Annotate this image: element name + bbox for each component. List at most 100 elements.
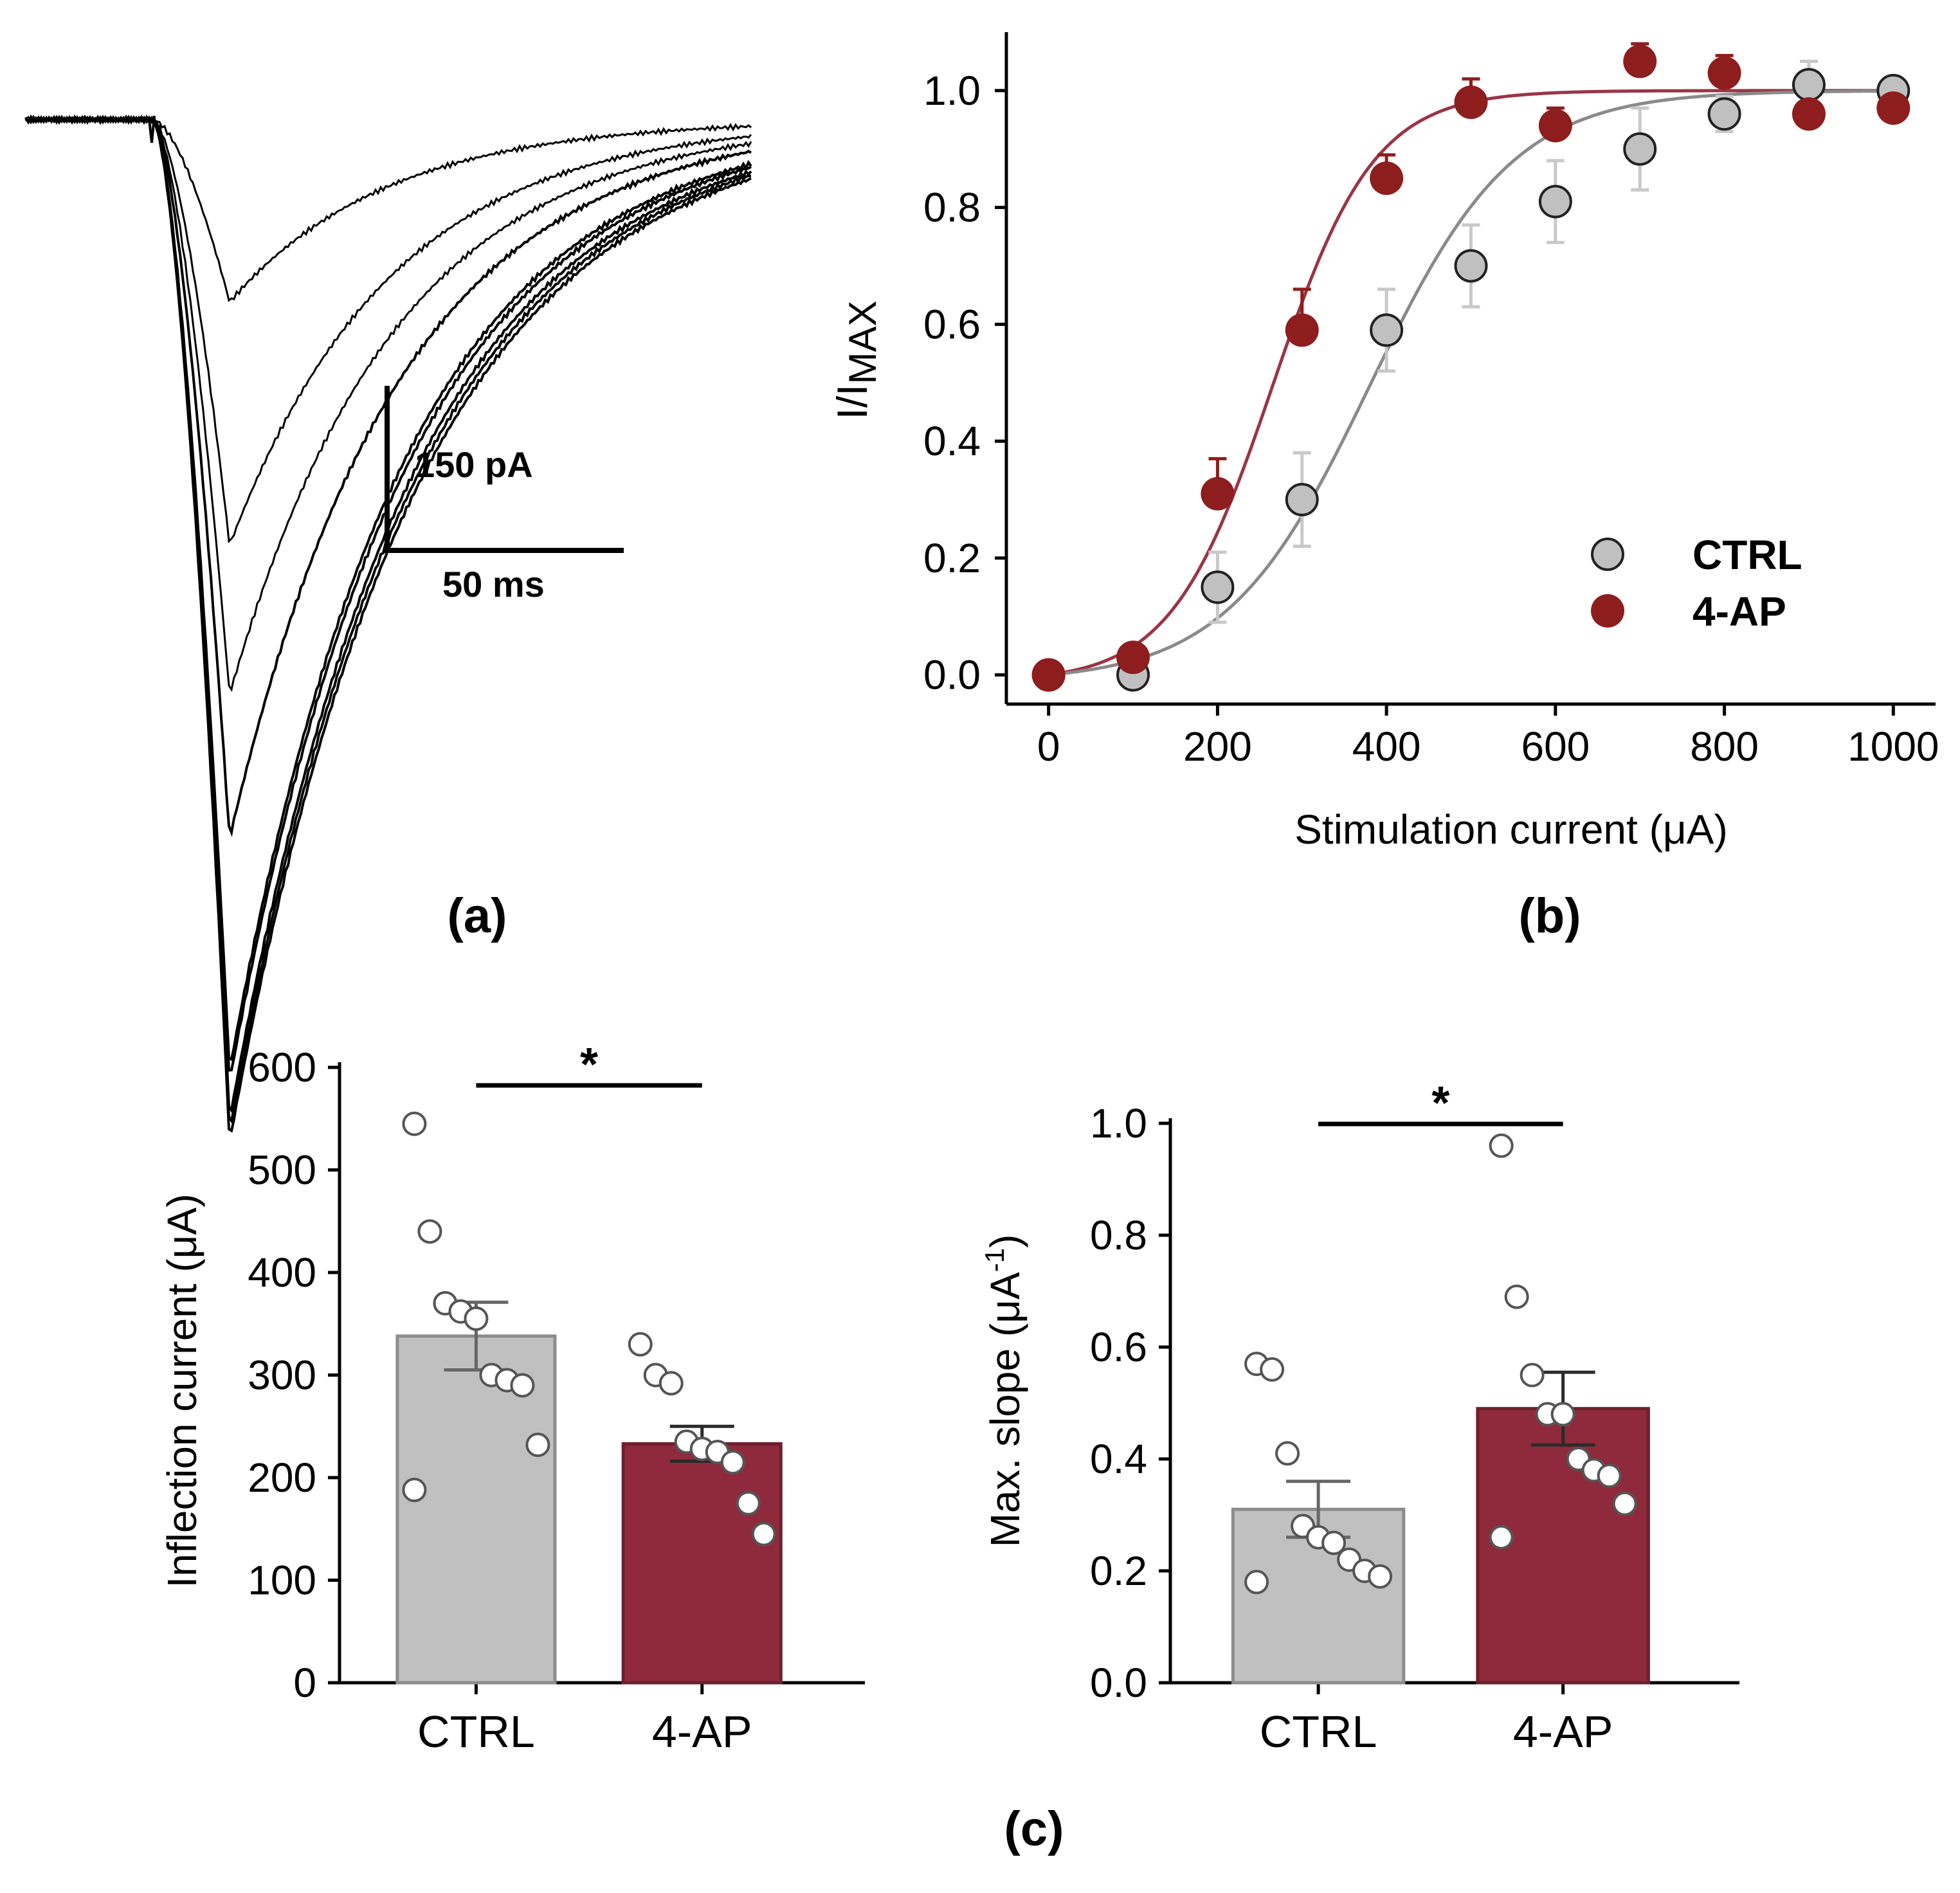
panel-a-traces: 150 pA 50 ms (a) — [24, 114, 752, 1133]
panel-label-b: (b) — [1518, 889, 1581, 943]
data-point-4ap — [1116, 640, 1150, 675]
individual-point — [736, 1490, 761, 1516]
x-tick-label: 600 — [1521, 723, 1590, 770]
significance-star: * — [1431, 1078, 1449, 1129]
y-tick-label: 0.8 — [923, 185, 981, 231]
x-tick-label: 400 — [1352, 723, 1421, 770]
y-axis-label: I/IMAX — [828, 300, 884, 419]
individual-point — [628, 1332, 653, 1357]
individual-point — [1489, 1525, 1514, 1550]
legend: CTRL 4-AP — [1591, 532, 1802, 635]
panel-c-max-slope: 0.0 0.2 0.4 0.6 0.8 1.0 CTRL 4-AP * Max. slope (… — [979, 1078, 1739, 1757]
data-point-4ap — [1623, 44, 1657, 78]
y-tick-label: 500 — [248, 1147, 316, 1193]
y-tick-label: 0.6 — [1090, 1324, 1147, 1370]
bar-4ap — [621, 1442, 783, 1685]
data-point-4ap — [1538, 109, 1572, 143]
x-tick-label: 800 — [1690, 723, 1759, 770]
data-point-ctrl — [1623, 132, 1657, 166]
data-point-ctrl — [1201, 570, 1235, 604]
y-tick-label: 0 — [293, 1660, 316, 1706]
y-tick-label: 0.0 — [923, 652, 981, 698]
y-axis-label: Max. slope (μA-1) — [979, 1235, 1028, 1548]
individual-point — [1612, 1491, 1637, 1516]
legend-label-ctrl: CTRL — [1692, 532, 1802, 578]
significance-star: * — [580, 1039, 598, 1091]
y-tick-label: 0.4 — [923, 418, 981, 464]
y-tick-label: 600 — [248, 1044, 316, 1091]
scale-bar-current-label: 150 pA — [415, 444, 533, 485]
stimulus-artifact — [148, 115, 156, 143]
y-tick-label: 0.2 — [923, 535, 981, 581]
y-axis-label: Inflection current (μA) — [159, 1193, 205, 1588]
panel-label-c: (c) — [1004, 1802, 1064, 1856]
x-tick-label: 200 — [1183, 723, 1252, 770]
current-trace — [25, 114, 752, 1062]
individual-point — [658, 1371, 684, 1396]
legend-marker-ctrl — [1591, 538, 1624, 571]
x-tick-label: CTRL — [1260, 1707, 1377, 1757]
fit-curve-ctrl — [1048, 89, 1894, 677]
panel-b-input-output: 0 200 400 600 800 1000 0.0 0.2 0.4 0.6 0.8 1.0 CTRL… — [828, 32, 1939, 943]
individual-point — [751, 1521, 776, 1546]
individual-point — [1489, 1133, 1514, 1158]
y-tick-label: 100 — [248, 1557, 316, 1604]
individual-point — [510, 1373, 535, 1398]
x-tick-label: 1000 — [1847, 723, 1939, 770]
y-tick-label: 0.6 — [923, 301, 981, 347]
current-trace — [25, 114, 752, 1114]
data-point-4ap — [1370, 161, 1404, 195]
y-tick-label: 1.0 — [1090, 1100, 1147, 1146]
individual-point — [1550, 1402, 1575, 1427]
individual-point — [417, 1219, 442, 1244]
panel-c-inflection-current: 0 100 200 300 400 500 600 CTRL 4-AP * Inflection … — [159, 1039, 865, 1757]
x-axis-label: Stimulation current (μA) — [1294, 806, 1728, 853]
y-tick-label: 0.8 — [1090, 1212, 1147, 1258]
data-point-ctrl — [1285, 482, 1319, 516]
fit-curve-4ap — [1048, 89, 1894, 677]
individual-point — [1368, 1564, 1393, 1589]
individual-point — [1321, 1530, 1347, 1555]
current-trace — [24, 114, 752, 1072]
data-point-ctrl — [1707, 97, 1741, 131]
y-tick-label: 1.0 — [923, 68, 981, 114]
x-tick-label: CTRL — [417, 1707, 535, 1757]
individual-point — [402, 1478, 427, 1503]
individual-point — [1520, 1363, 1545, 1388]
panel-label-a: (a) — [448, 889, 507, 943]
data-point-ctrl — [1370, 313, 1404, 347]
legend-marker-4ap — [1591, 594, 1624, 628]
individual-point — [1504, 1284, 1529, 1309]
data-point-ctrl — [1792, 68, 1826, 102]
y-tick-label: 0.4 — [1090, 1436, 1147, 1482]
individual-point — [525, 1432, 550, 1457]
data-point-ctrl — [1538, 185, 1572, 219]
individual-point — [402, 1111, 427, 1136]
x-tick-label: 4-AP — [1513, 1707, 1613, 1757]
individual-point — [720, 1450, 745, 1475]
y-tick-label: 0.0 — [1090, 1660, 1147, 1706]
individual-point — [464, 1306, 489, 1331]
data-point-4ap — [1285, 313, 1319, 347]
individual-point — [1244, 1570, 1269, 1595]
y-tick-label: 300 — [248, 1352, 316, 1399]
data-point-4ap — [1454, 86, 1488, 120]
data-point-4ap — [1792, 97, 1826, 131]
individual-point — [1275, 1441, 1300, 1466]
legend-label-4ap: 4-AP — [1692, 588, 1786, 635]
y-tick-label: 400 — [248, 1249, 316, 1296]
scale-bar-time-label: 50 ms — [442, 564, 545, 604]
x-tick-label: 0 — [1037, 723, 1060, 770]
x-tick-label: 4-AP — [652, 1707, 752, 1757]
current-trace — [24, 114, 752, 1125]
data-point-4ap — [1031, 658, 1066, 692]
individual-point — [1597, 1463, 1622, 1489]
y-tick-label: 0.2 — [1090, 1548, 1147, 1594]
data-point-4ap — [1707, 56, 1741, 90]
y-tick-label: 200 — [248, 1454, 316, 1501]
data-point-ctrl — [1454, 249, 1488, 283]
data-point-4ap — [1876, 91, 1910, 125]
data-point-4ap — [1201, 476, 1235, 511]
current-trace — [24, 114, 752, 1133]
